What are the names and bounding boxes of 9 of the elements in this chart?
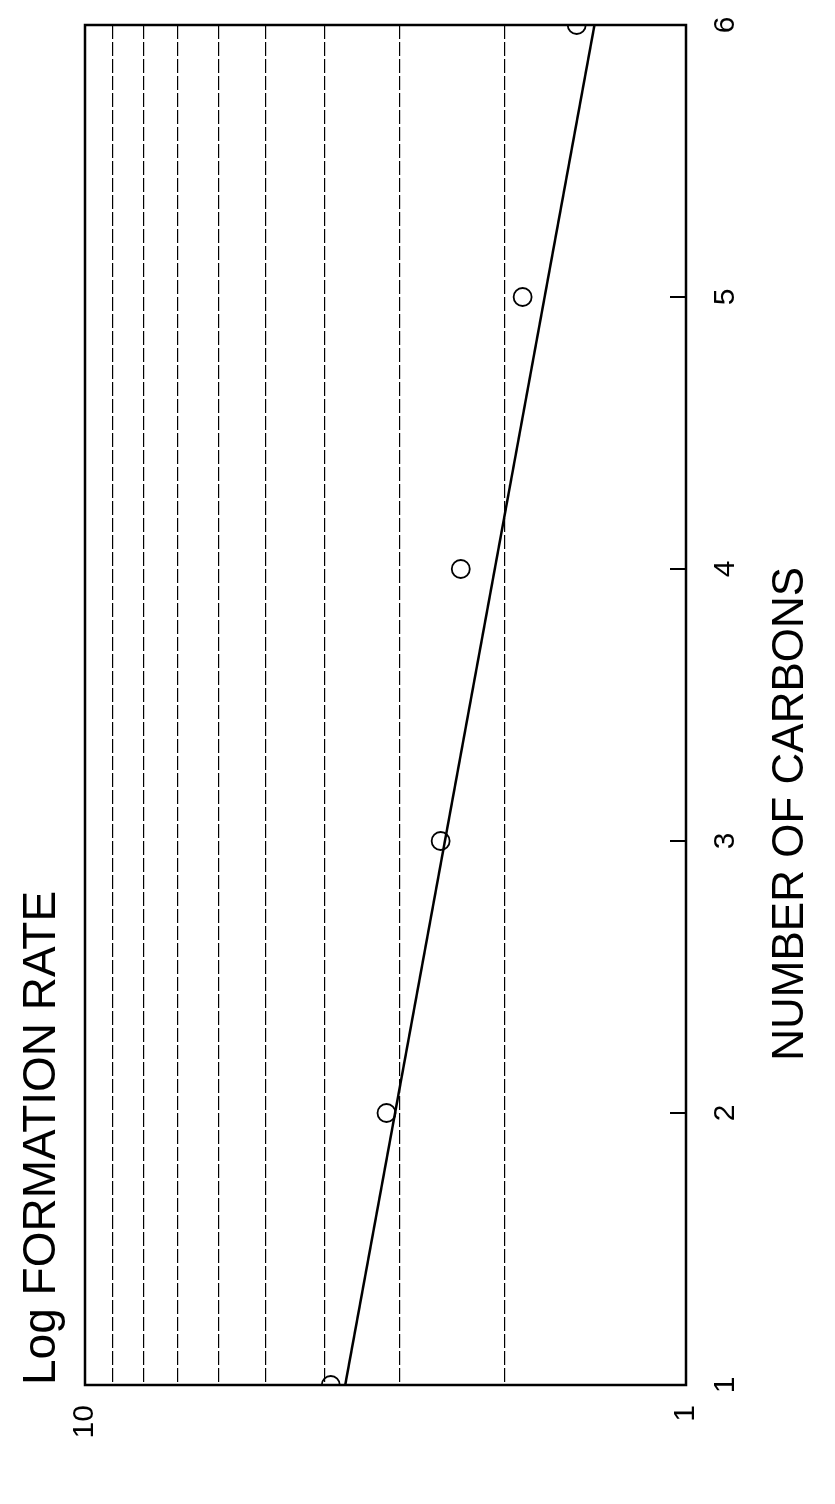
y-tick-label: 5 bbox=[707, 288, 741, 306]
text: Log FORMATION RATE bbox=[12, 890, 65, 1385]
y-tick-label: 3 bbox=[707, 832, 741, 850]
y-tick-label: 6 bbox=[707, 16, 741, 34]
x-tick-label: 10 bbox=[66, 1405, 100, 1439]
y-tick-label: 2 bbox=[707, 1104, 741, 1122]
y-tick-label: 1 bbox=[707, 1376, 741, 1394]
y-axis-title: NUMBER OF CARBONS bbox=[763, 566, 813, 1061]
y-tick-label: 4 bbox=[707, 560, 741, 578]
